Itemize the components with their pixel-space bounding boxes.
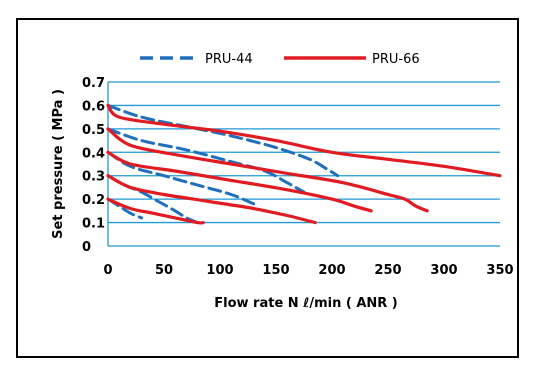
y-tick-label: 0.4 xyxy=(82,146,105,161)
x-tick-label: 50 xyxy=(155,263,173,278)
x-tick-label: 200 xyxy=(318,263,345,278)
x-axis-title: Flow rate N ℓ/min ( ANR ) xyxy=(214,296,398,311)
legend-label-pru-44: PRU-44 xyxy=(205,52,253,67)
axis-layer: 0 0.1 0.2 0.3 0.4 0.5 0.6 0.7 0 50 100 150 200 250 300… xyxy=(82,76,514,278)
y-tick-label: 0.3 xyxy=(82,170,105,185)
y-tick-label: 0.2 xyxy=(82,193,105,208)
y-tick-label: 0.5 xyxy=(82,123,105,138)
series-pru-44-curve-3 xyxy=(106,150,256,206)
series-pru-44-curve-4 xyxy=(106,127,306,194)
legend: PRU-44 PRU-66 xyxy=(140,52,420,67)
series-pru-44-curve-5 xyxy=(106,103,340,178)
y-tick-label: 0.7 xyxy=(82,76,105,91)
series-layer xyxy=(106,103,502,225)
series-pru-66-curve-1 xyxy=(106,197,205,225)
x-tick-label: 250 xyxy=(374,263,401,278)
x-tick-label: 300 xyxy=(430,263,457,278)
chart-frame: 0 0.1 0.2 0.3 0.4 0.5 0.6 0.7 0 50 100 150 200 250 300… xyxy=(16,18,519,358)
line-chart: 0 0.1 0.2 0.3 0.4 0.5 0.6 0.7 0 50 100 150 200 250 300… xyxy=(51,52,514,311)
legend-label-pru-66: PRU-66 xyxy=(372,52,420,67)
y-axis-title: Set pressure ( MPa ) xyxy=(51,89,66,239)
series-pru-66-curve-4 xyxy=(106,127,429,213)
y-tick-label: 0.6 xyxy=(82,99,105,114)
x-tick-label: 0 xyxy=(103,263,112,278)
x-tick-label: 150 xyxy=(262,263,289,278)
series-pru-66-curve-2 xyxy=(106,174,317,225)
y-tick-label: 0.1 xyxy=(82,217,105,232)
x-tick-label: 100 xyxy=(206,263,233,278)
series-pru-66-curve-3 xyxy=(106,150,373,213)
series-pru-66-curve-5 xyxy=(106,103,502,178)
x-tick-label: 350 xyxy=(486,263,513,278)
y-tick-label: 0 xyxy=(82,240,91,255)
